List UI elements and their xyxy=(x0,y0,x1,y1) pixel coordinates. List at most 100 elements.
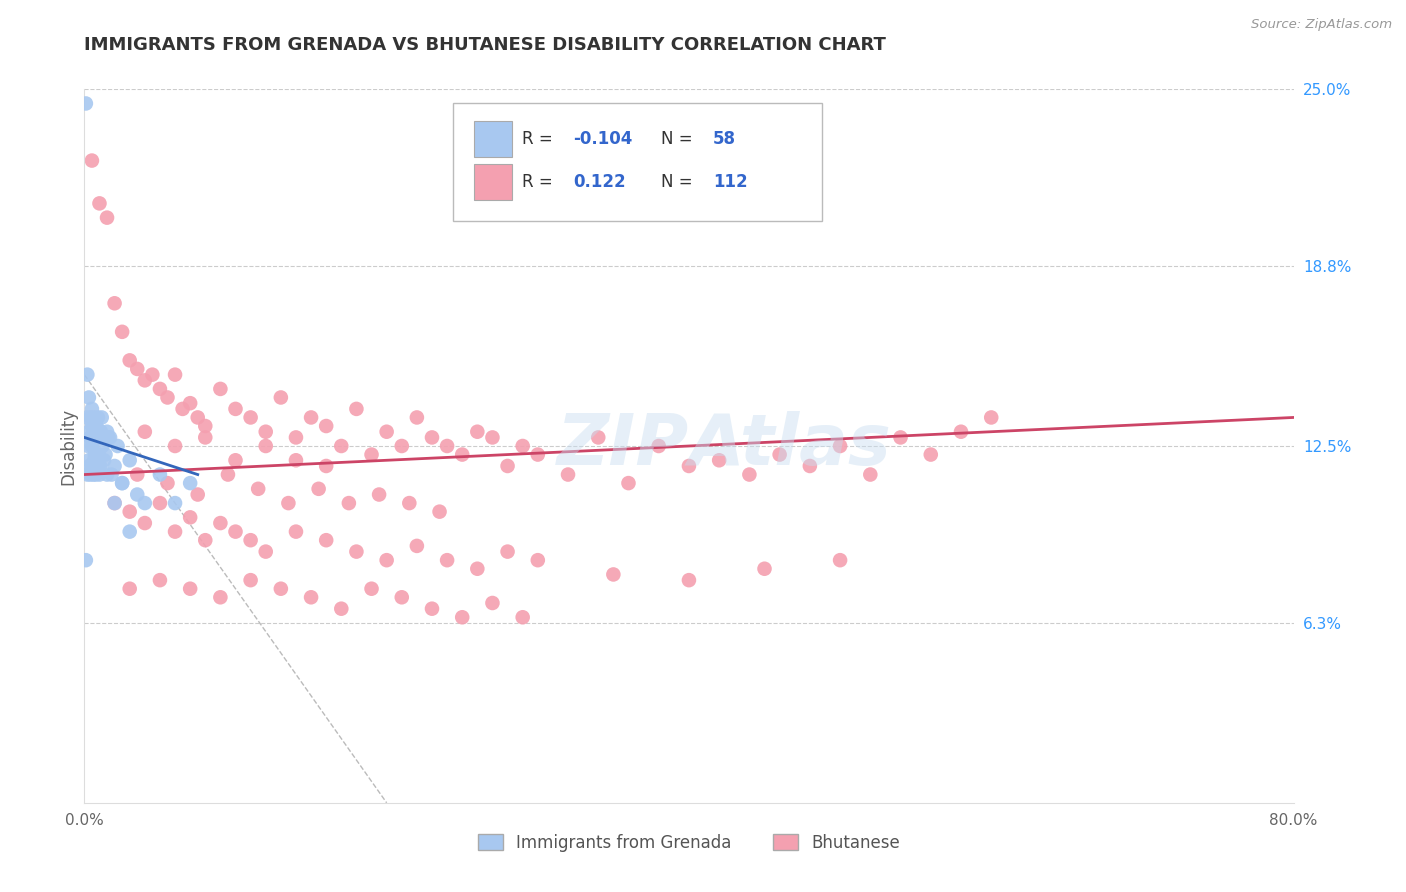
Point xyxy=(83,453,105,467)
Point xyxy=(209,591,232,605)
Point xyxy=(89,430,111,444)
Point xyxy=(75,96,97,111)
Point xyxy=(87,448,110,462)
Point xyxy=(96,211,118,225)
Point xyxy=(118,453,141,467)
Point xyxy=(111,325,134,339)
Point xyxy=(799,458,821,473)
Point xyxy=(239,573,262,587)
Point xyxy=(98,430,121,444)
Point xyxy=(187,410,209,425)
Point xyxy=(254,439,277,453)
Point xyxy=(80,430,103,444)
Point xyxy=(93,453,115,467)
Text: N =: N = xyxy=(661,173,697,191)
Point xyxy=(165,439,187,453)
Point xyxy=(80,458,103,473)
Point xyxy=(127,467,149,482)
Point xyxy=(330,439,353,453)
Point xyxy=(436,553,458,567)
Point xyxy=(82,410,104,425)
Point xyxy=(285,453,308,467)
Point xyxy=(91,439,114,453)
Point xyxy=(225,453,247,467)
Point xyxy=(94,448,117,462)
Point xyxy=(527,553,550,567)
Point xyxy=(617,476,640,491)
Point xyxy=(84,425,107,439)
Point xyxy=(709,453,731,467)
Point xyxy=(315,533,337,548)
Point xyxy=(93,430,115,444)
Point xyxy=(315,419,337,434)
Point xyxy=(481,430,503,444)
Point xyxy=(149,573,172,587)
Point xyxy=(451,448,474,462)
Y-axis label: Disability: Disability xyxy=(59,408,77,484)
Point xyxy=(96,467,118,482)
Point xyxy=(467,425,489,439)
Point xyxy=(360,448,382,462)
Point xyxy=(80,419,103,434)
Point xyxy=(165,496,187,510)
Text: 0.122: 0.122 xyxy=(572,173,626,191)
Point xyxy=(97,430,120,444)
Point xyxy=(588,430,610,444)
Point xyxy=(82,419,104,434)
Point xyxy=(225,524,247,539)
Point xyxy=(187,487,209,501)
Point xyxy=(111,476,134,491)
Point xyxy=(920,448,942,462)
Point xyxy=(86,419,108,434)
Point xyxy=(360,582,382,596)
Point xyxy=(107,439,129,453)
Point xyxy=(830,439,852,453)
Point xyxy=(277,496,299,510)
Point xyxy=(299,410,322,425)
Point xyxy=(429,505,451,519)
Point xyxy=(481,596,503,610)
Point xyxy=(79,467,101,482)
Point xyxy=(118,524,141,539)
Point xyxy=(79,430,101,444)
Text: Source: ZipAtlas.com: Source: ZipAtlas.com xyxy=(1251,18,1392,31)
Text: Atlas: Atlas xyxy=(689,411,891,481)
Point xyxy=(769,448,792,462)
Point xyxy=(77,391,100,405)
Point xyxy=(451,610,474,624)
Point xyxy=(134,516,156,530)
Point xyxy=(678,458,700,473)
Text: 58: 58 xyxy=(713,130,737,148)
Point xyxy=(330,601,353,615)
Point xyxy=(375,425,398,439)
Point xyxy=(134,496,156,510)
Point xyxy=(80,401,103,416)
Point xyxy=(96,425,118,439)
Point xyxy=(82,467,104,482)
Point xyxy=(678,573,700,587)
Point xyxy=(337,496,360,510)
Point xyxy=(165,524,187,539)
Point xyxy=(179,476,201,491)
Point xyxy=(315,458,337,473)
Point xyxy=(247,482,270,496)
Point xyxy=(179,396,201,410)
Point xyxy=(80,439,103,453)
Point xyxy=(225,401,247,416)
Point xyxy=(104,458,127,473)
Point xyxy=(149,467,172,482)
Point xyxy=(346,401,368,416)
Point xyxy=(89,467,111,482)
FancyBboxPatch shape xyxy=(474,164,512,200)
Point xyxy=(87,410,110,425)
Point xyxy=(398,496,420,510)
Point xyxy=(87,458,110,473)
Point xyxy=(346,544,368,558)
Point xyxy=(127,362,149,376)
Point xyxy=(527,448,550,462)
Point xyxy=(84,448,107,462)
Point xyxy=(77,425,100,439)
Point xyxy=(149,496,172,510)
Point xyxy=(77,453,100,467)
Point xyxy=(270,391,292,405)
